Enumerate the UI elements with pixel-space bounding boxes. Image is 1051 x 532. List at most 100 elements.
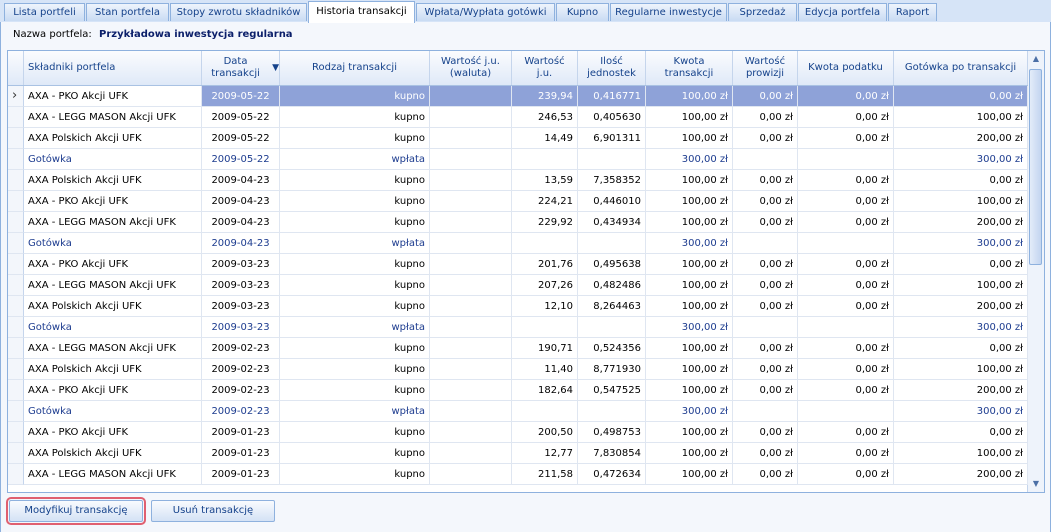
cell-9[interactable]: 100,00 zł	[894, 443, 1028, 464]
cell-2[interactable]: kupno	[280, 464, 430, 485]
cell-9[interactable]: 200,00 zł	[894, 464, 1028, 485]
cell-0[interactable]: Gotówka	[24, 317, 202, 338]
cell-0[interactable]: AXA - LEGG MASON Akcji UFK	[24, 464, 202, 485]
cell-5[interactable]: 0,524356	[578, 338, 646, 359]
cell-1[interactable]: 2009-03-23	[202, 296, 280, 317]
cell-5[interactable]	[578, 233, 646, 254]
cell-8[interactable]: 0,00 zł	[798, 254, 894, 275]
row-selector[interactable]	[8, 380, 24, 401]
row-selector[interactable]	[8, 443, 24, 464]
cell-8[interactable]	[798, 317, 894, 338]
cell-6[interactable]: 300,00 zł	[646, 233, 733, 254]
cell-4[interactable]: 207,26	[512, 275, 578, 296]
cell-6[interactable]: 100,00 zł	[646, 464, 733, 485]
cell-9[interactable]: 200,00 zł	[894, 296, 1028, 317]
tab-wpłata-wypłata-gotówki[interactable]: Wpłata/Wypłata gotówki	[416, 3, 555, 21]
row-selector[interactable]	[8, 170, 24, 191]
cell-5[interactable]: 8,264463	[578, 296, 646, 317]
cell-9[interactable]: 300,00 zł	[894, 317, 1028, 338]
cell-9[interactable]: 100,00 zł	[894, 191, 1028, 212]
cell-8[interactable]	[798, 401, 894, 422]
cell-5[interactable]: 0,416771	[578, 86, 646, 107]
cell-5[interactable]: 6,901311	[578, 128, 646, 149]
cell-8[interactable]: 0,00 zł	[798, 359, 894, 380]
cell-0[interactable]: AXA Polskich Akcji UFK	[24, 443, 202, 464]
cell-7[interactable]: 0,00 zł	[733, 422, 798, 443]
cell-4[interactable]	[512, 149, 578, 170]
cell-4[interactable]: 201,76	[512, 254, 578, 275]
cell-6[interactable]: 100,00 zł	[646, 338, 733, 359]
cell-9[interactable]: 0,00 zł	[894, 86, 1028, 107]
cell-5[interactable]: 7,830854	[578, 443, 646, 464]
cell-2[interactable]: kupno	[280, 86, 430, 107]
cell-2[interactable]: kupno	[280, 254, 430, 275]
column-header-5[interactable]: Ilość jednostek	[578, 51, 646, 85]
cell-1[interactable]: 2009-05-22	[202, 86, 280, 107]
cell-3[interactable]	[430, 296, 512, 317]
tab-kupno[interactable]: Kupno	[556, 3, 609, 21]
cell-1[interactable]: 2009-02-23	[202, 380, 280, 401]
cell-8[interactable]: 0,00 zł	[798, 212, 894, 233]
cell-5[interactable]	[578, 149, 646, 170]
cell-6[interactable]: 100,00 zł	[646, 212, 733, 233]
cell-3[interactable]	[430, 170, 512, 191]
cell-3[interactable]	[430, 107, 512, 128]
cell-6[interactable]: 100,00 zł	[646, 107, 733, 128]
cell-1[interactable]: 2009-03-23	[202, 317, 280, 338]
cell-4[interactable]: 190,71	[512, 338, 578, 359]
cell-7[interactable]	[733, 149, 798, 170]
cell-3[interactable]	[430, 422, 512, 443]
cell-8[interactable]: 0,00 zł	[798, 128, 894, 149]
cell-4[interactable]: 239,94	[512, 86, 578, 107]
cell-3[interactable]	[430, 359, 512, 380]
cell-8[interactable]: 0,00 zł	[798, 338, 894, 359]
cell-1[interactable]: 2009-04-23	[202, 170, 280, 191]
cell-8[interactable]	[798, 149, 894, 170]
tab-edycja-portfela[interactable]: Edycja portfela	[798, 3, 887, 21]
cell-3[interactable]	[430, 275, 512, 296]
cell-5[interactable]: 8,771930	[578, 359, 646, 380]
cell-4[interactable]: 182,64	[512, 380, 578, 401]
cell-8[interactable]: 0,00 zł	[798, 443, 894, 464]
cell-6[interactable]: 100,00 zł	[646, 443, 733, 464]
cell-0[interactable]: AXA Polskich Akcji UFK	[24, 359, 202, 380]
cell-6[interactable]: 100,00 zł	[646, 128, 733, 149]
cell-9[interactable]: 300,00 zł	[894, 401, 1028, 422]
cell-6[interactable]: 300,00 zł	[646, 149, 733, 170]
cell-1[interactable]: 2009-05-22	[202, 128, 280, 149]
cell-9[interactable]: 0,00 zł	[894, 254, 1028, 275]
cell-9[interactable]: 200,00 zł	[894, 128, 1028, 149]
cell-5[interactable]	[578, 317, 646, 338]
cell-4[interactable]: 12,10	[512, 296, 578, 317]
tab-lista-portfeli[interactable]: Lista portfeli	[4, 3, 85, 21]
cell-1[interactable]: 2009-01-23	[202, 464, 280, 485]
row-selector[interactable]	[8, 233, 24, 254]
cell-9[interactable]: 100,00 zł	[894, 275, 1028, 296]
cell-9[interactable]: 100,00 zł	[894, 107, 1028, 128]
cell-5[interactable]: 0,547525	[578, 380, 646, 401]
cell-9[interactable]: 0,00 zł	[894, 422, 1028, 443]
row-selector[interactable]	[8, 296, 24, 317]
modify-transaction-button[interactable]: Modyfikuj transakcję	[6, 497, 146, 525]
cell-7[interactable]: 0,00 zł	[733, 170, 798, 191]
row-selector[interactable]	[8, 212, 24, 233]
cell-7[interactable]: 0,00 zł	[733, 128, 798, 149]
cell-1[interactable]: 2009-04-23	[202, 233, 280, 254]
cell-0[interactable]: AXA - PKO Akcji UFK	[24, 380, 202, 401]
cell-8[interactable]: 0,00 zł	[798, 296, 894, 317]
cell-6[interactable]: 100,00 zł	[646, 86, 733, 107]
cell-0[interactable]: AXA - LEGG MASON Akcji UFK	[24, 212, 202, 233]
column-header-0[interactable]: Składniki portfela	[24, 51, 202, 85]
cell-8[interactable]: 0,00 zł	[798, 191, 894, 212]
cell-2[interactable]: wpłata	[280, 149, 430, 170]
row-selector[interactable]	[8, 107, 24, 128]
cell-7[interactable]: 0,00 zł	[733, 338, 798, 359]
cell-4[interactable]	[512, 401, 578, 422]
cell-7[interactable]	[733, 317, 798, 338]
cell-6[interactable]: 300,00 zł	[646, 401, 733, 422]
cell-7[interactable]: 0,00 zł	[733, 275, 798, 296]
cell-3[interactable]	[430, 128, 512, 149]
cell-8[interactable]: 0,00 zł	[798, 86, 894, 107]
cell-6[interactable]: 300,00 zł	[646, 317, 733, 338]
cell-7[interactable]: 0,00 zł	[733, 212, 798, 233]
